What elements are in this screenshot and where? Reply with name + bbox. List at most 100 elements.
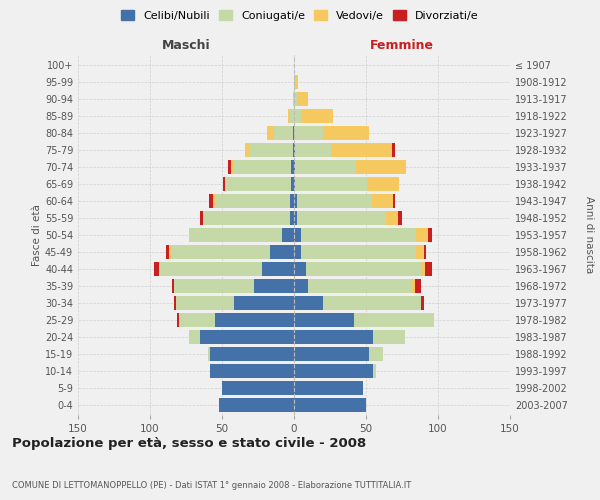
Bar bbox=[189, 228, 283, 242]
Bar bbox=[223, 177, 225, 191]
Bar bbox=[230, 160, 233, 174]
Bar bbox=[421, 262, 425, 276]
Text: Maschi: Maschi bbox=[161, 38, 211, 52]
Bar bbox=[416, 245, 424, 259]
Bar bbox=[424, 245, 427, 259]
Bar bbox=[215, 313, 294, 327]
Bar bbox=[323, 126, 369, 140]
Bar bbox=[331, 143, 392, 157]
Bar bbox=[295, 143, 331, 157]
Bar bbox=[215, 194, 290, 208]
Bar bbox=[294, 245, 301, 259]
Bar bbox=[290, 109, 294, 123]
Bar bbox=[369, 347, 383, 361]
Bar bbox=[178, 313, 179, 327]
Y-axis label: Anni di nascita: Anni di nascita bbox=[584, 196, 595, 274]
Bar bbox=[394, 194, 395, 208]
Bar bbox=[262, 262, 294, 276]
Bar bbox=[301, 109, 333, 123]
Bar bbox=[233, 296, 294, 310]
Bar bbox=[297, 194, 372, 208]
Bar bbox=[308, 279, 412, 293]
Bar bbox=[225, 177, 226, 191]
Bar bbox=[297, 92, 308, 106]
Bar bbox=[386, 211, 398, 225]
Text: Popolazione per età, sesso e stato civile - 2008: Popolazione per età, sesso e stato civil… bbox=[12, 438, 366, 450]
Bar bbox=[293, 126, 294, 140]
Bar bbox=[166, 245, 169, 259]
Bar bbox=[421, 296, 424, 310]
Bar bbox=[305, 262, 421, 276]
Bar bbox=[392, 143, 395, 157]
Bar bbox=[288, 109, 290, 123]
Bar bbox=[283, 228, 294, 242]
Bar bbox=[269, 245, 294, 259]
Bar bbox=[200, 211, 203, 225]
Bar bbox=[425, 262, 432, 276]
Bar bbox=[189, 330, 200, 344]
Bar bbox=[294, 347, 369, 361]
Bar bbox=[228, 160, 230, 174]
Bar bbox=[294, 279, 308, 293]
Bar bbox=[294, 177, 295, 191]
Bar bbox=[233, 160, 291, 174]
Bar bbox=[415, 279, 421, 293]
Bar bbox=[294, 228, 301, 242]
Bar bbox=[169, 245, 172, 259]
Bar bbox=[254, 279, 294, 293]
Bar bbox=[428, 228, 432, 242]
Bar bbox=[172, 279, 175, 293]
Bar bbox=[226, 177, 291, 191]
Bar bbox=[294, 381, 363, 395]
Bar bbox=[355, 313, 434, 327]
Bar bbox=[398, 211, 402, 225]
Bar bbox=[294, 364, 373, 378]
Bar bbox=[291, 160, 294, 174]
Bar bbox=[290, 194, 294, 208]
Text: Femmine: Femmine bbox=[370, 38, 434, 52]
Bar bbox=[294, 398, 366, 412]
Bar bbox=[154, 262, 158, 276]
Bar bbox=[294, 143, 295, 157]
Bar bbox=[274, 126, 293, 140]
Bar bbox=[209, 194, 214, 208]
Bar bbox=[356, 160, 406, 174]
Bar bbox=[372, 194, 394, 208]
Bar bbox=[294, 92, 297, 106]
Bar bbox=[211, 347, 294, 361]
Bar bbox=[208, 347, 211, 361]
Bar bbox=[323, 296, 421, 310]
Bar bbox=[294, 194, 297, 208]
Text: COMUNE DI LETTOMANOPPELLO (PE) - Dati ISTAT 1° gennaio 2008 - Elaborazione TUTTI: COMUNE DI LETTOMANOPPELLO (PE) - Dati IS… bbox=[12, 480, 411, 490]
Bar bbox=[219, 398, 294, 412]
Bar bbox=[200, 330, 294, 344]
Bar bbox=[373, 364, 376, 378]
Legend: Celibi/Nubili, Coniugati/e, Vedovi/e, Divorziati/e: Celibi/Nubili, Coniugati/e, Vedovi/e, Di… bbox=[117, 6, 483, 25]
Bar bbox=[294, 126, 323, 140]
Bar bbox=[211, 364, 294, 378]
Bar bbox=[266, 126, 274, 140]
Bar bbox=[373, 330, 405, 344]
Bar bbox=[291, 177, 294, 191]
Bar bbox=[294, 313, 355, 327]
Bar bbox=[214, 194, 215, 208]
Bar bbox=[293, 92, 294, 106]
Bar bbox=[176, 296, 233, 310]
Bar bbox=[294, 262, 305, 276]
Bar bbox=[250, 143, 293, 157]
Bar bbox=[294, 109, 301, 123]
Bar bbox=[175, 279, 254, 293]
Bar bbox=[245, 143, 250, 157]
Bar bbox=[175, 296, 176, 310]
Bar bbox=[297, 211, 386, 225]
Bar bbox=[290, 211, 294, 225]
Bar bbox=[295, 177, 367, 191]
Bar bbox=[294, 296, 323, 310]
Bar bbox=[222, 381, 294, 395]
Bar bbox=[301, 228, 416, 242]
Bar bbox=[172, 245, 269, 259]
Bar bbox=[295, 160, 356, 174]
Bar bbox=[301, 245, 416, 259]
Bar bbox=[203, 211, 290, 225]
Bar bbox=[179, 313, 215, 327]
